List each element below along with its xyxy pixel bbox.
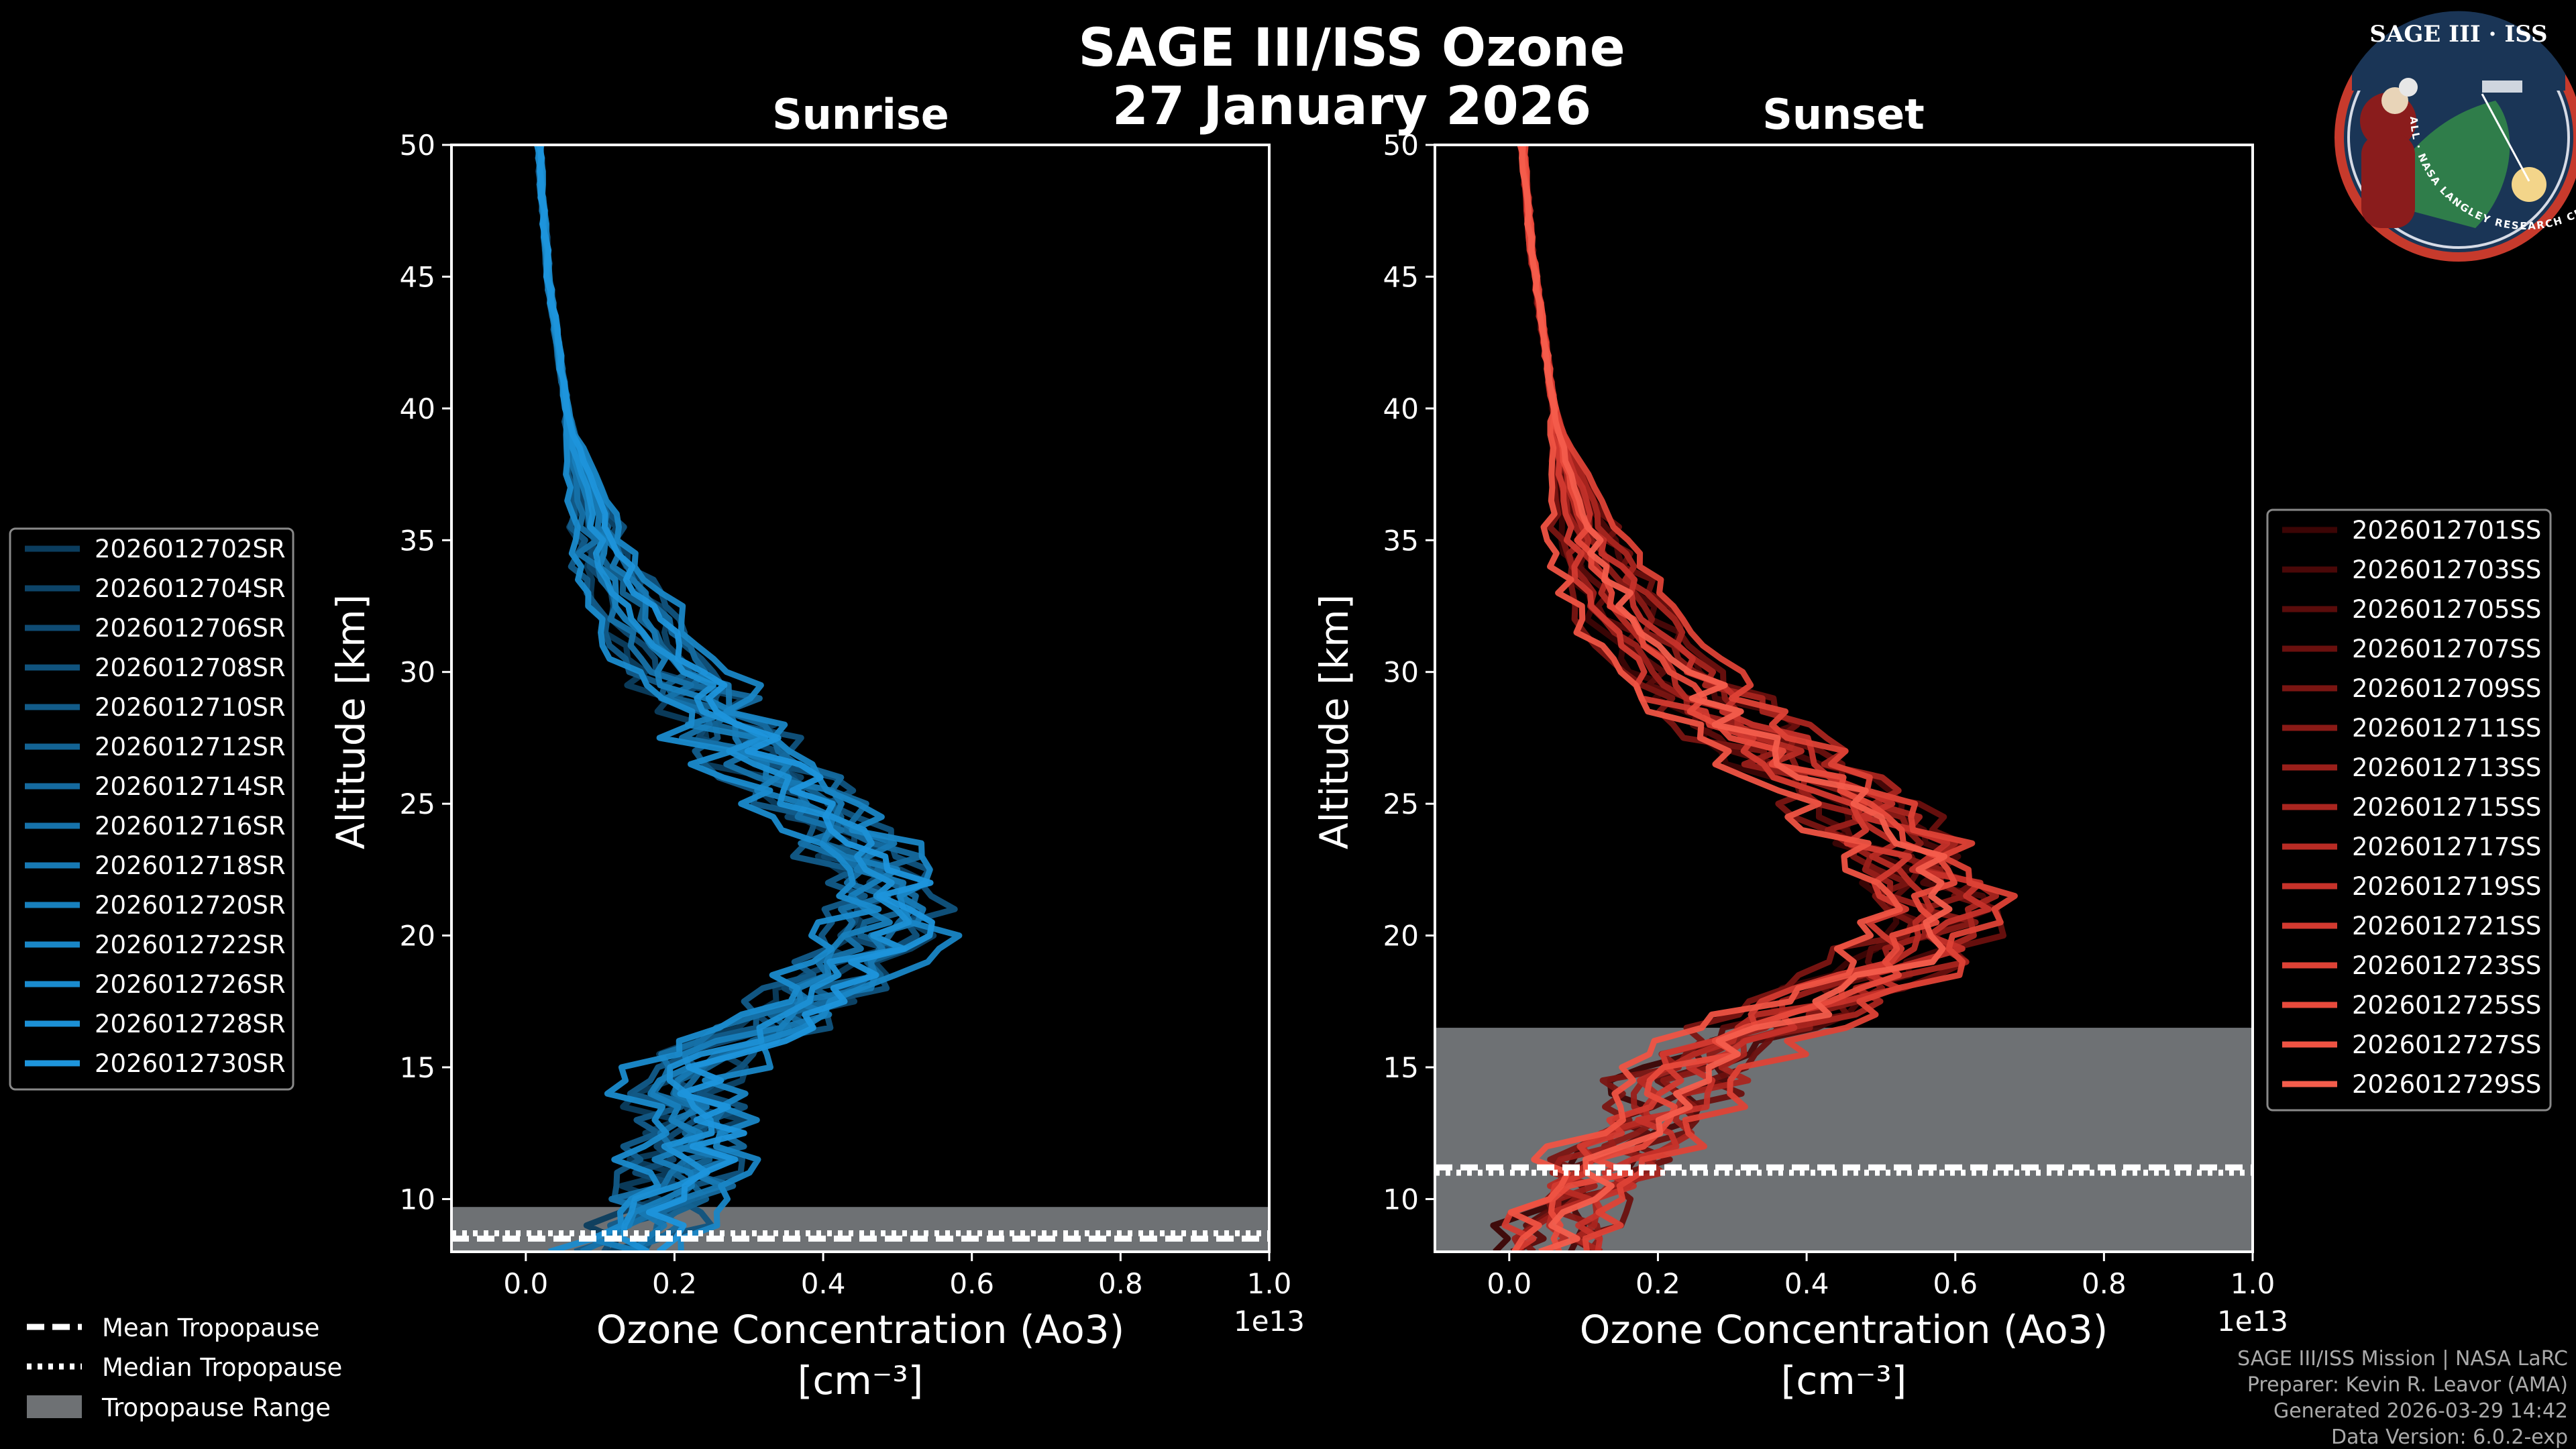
sunset-xtick-label: 0.8 <box>2082 1267 2127 1300</box>
sunrise-ytick-label: 10 <box>400 1183 435 1216</box>
sunset-legend-label: 2026012725SS <box>2352 991 2541 1020</box>
sunrise-ytick-label: 40 <box>400 392 435 425</box>
footer-line-4: Data Version: 6.0.2-exp <box>2331 1426 2568 1449</box>
footer: SAGE III/ISS Mission | NASA LaRC Prepare… <box>2237 1347 2568 1449</box>
sunset-legend-label: 2026012721SS <box>2352 912 2541 941</box>
sunrise-legend-label: 2026012704SR <box>95 574 286 603</box>
sunset-ytick-label: 30 <box>1383 656 1419 689</box>
footer-line-2: Preparer: Kevin R. Leavor (AMA) <box>2247 1373 2568 1397</box>
footer-line-1: SAGE III/ISS Mission | NASA LaRC <box>2237 1347 2568 1371</box>
sunset-legend-label: 2026012713SS <box>2352 753 2541 782</box>
sunset-legend-label: 2026012709SS <box>2352 674 2541 703</box>
sunset-legend-label: 2026012719SS <box>2352 872 2541 901</box>
sunset-legend-label: 2026012729SS <box>2352 1070 2541 1099</box>
sunrise-legend-label: 2026012710SR <box>95 693 286 722</box>
mean-tropopause-label: Mean Tropopause <box>102 1313 320 1342</box>
sunset-xtick-label: 0.0 <box>1487 1267 1532 1300</box>
sunset-legend-label: 2026012711SS <box>2352 714 2541 743</box>
sunset-x-scale-label: 1e13 <box>2217 1305 2288 1338</box>
sunset-x-axis-label: Ozone Concentration (Ao3) <box>1580 1307 2108 1352</box>
sunrise-y-axis-label: Altitude [km] <box>328 594 374 849</box>
sunset-legend-label: 2026012705SS <box>2352 595 2541 624</box>
sunrise-xtick-label: 0.0 <box>503 1267 548 1300</box>
sunrise-profile-2026012730SR <box>537 145 935 1252</box>
sunset-legend-label: 2026012703SS <box>2352 555 2541 584</box>
sunset-y-axis-label: Altitude [km] <box>1311 594 1357 849</box>
sunset-xtick-label: 1.0 <box>2231 1267 2275 1300</box>
tropopause-range-label: Tropopause Range <box>101 1393 331 1422</box>
sunset-xtick-label: 0.2 <box>1635 1267 1680 1300</box>
sunrise-legend-label: 2026012706SR <box>95 614 286 643</box>
logo-top-text: SAGE III · ISS <box>2369 21 2547 48</box>
sunset-ytick-label: 10 <box>1383 1183 1419 1216</box>
sunset-panel-title: Sunset <box>1762 90 1925 139</box>
sunrise-ytick-label: 25 <box>400 788 435 820</box>
sunset-ytick-label: 35 <box>1383 524 1419 557</box>
sunrise-legend-label: 2026012726SR <box>95 970 286 999</box>
sunset-ytick-label: 15 <box>1383 1051 1419 1084</box>
sunrise-ytick-label: 45 <box>400 260 435 293</box>
sunrise-legend-label: 2026012716SR <box>95 812 286 841</box>
sunrise-x-axis-unit: [cm⁻³] <box>798 1358 924 1403</box>
tropopause-legend: Mean Tropopause Median Tropopause Tropop… <box>27 1313 342 1422</box>
sunset-legend-label: 2026012701SS <box>2352 516 2541 545</box>
sunrise-xtick-label: 0.8 <box>1098 1267 1143 1300</box>
sunrise-legend-label: 2026012720SR <box>95 891 286 920</box>
sunrise-legend-label: 2026012722SR <box>95 930 286 959</box>
sunrise-legend-label: 2026012730SR <box>95 1049 286 1078</box>
sunrise-legend-label: 2026012718SR <box>95 851 286 880</box>
sunrise-ytick-label: 50 <box>400 129 435 162</box>
sunrise-legend-label: 2026012708SR <box>95 653 286 682</box>
sunrise-legend-label: 2026012728SR <box>95 1010 286 1038</box>
sunset-chart: 0.0 0.2 0.4 0.6 0.8 1.0 10 15 20 25 30 35 40 45 50 1e13… <box>1311 129 2288 1403</box>
sunrise-legend: 2026012702SR 2026012704SR 2026012706SR 2026… <box>9 527 294 1091</box>
sunrise-chart: 0.0 0.2 0.4 0.6 0.8 1.0 10 15 20 25 30 35 40 45 50 1e13… <box>328 129 1305 1403</box>
sunset-legend-label: 2026012717SS <box>2352 833 2541 861</box>
sunrise-x-scale-label: 1e13 <box>1234 1305 1305 1338</box>
sunrise-x-axis-label: Ozone Concentration (Ao3) <box>596 1307 1125 1352</box>
footer-line-3: Generated 2026-03-29 14:42 <box>2273 1399 2568 1423</box>
sunset-ytick-label: 25 <box>1383 788 1419 820</box>
figure-title-line2: 27 January 2026 <box>1112 76 1592 137</box>
sunrise-xtick-label: 0.4 <box>801 1267 846 1300</box>
sunset-legend-label: 2026012707SS <box>2352 635 2541 663</box>
sunset-legend-label: 2026012723SS <box>2352 951 2541 980</box>
sunrise-legend-label: 2026012702SR <box>95 535 286 564</box>
sunset-ytick-label: 40 <box>1383 392 1419 425</box>
sunset-profile-2026012729SS <box>1519 145 1953 1252</box>
sunrise-plot-frame <box>450 144 1271 1253</box>
sunset-legend-label: 2026012715SS <box>2352 793 2541 822</box>
sunset-x-axis-unit: [cm⁻³] <box>1781 1358 1907 1403</box>
sunrise-xtick-label: 0.2 <box>652 1267 697 1300</box>
sunset-ytick-label: 45 <box>1383 260 1419 293</box>
sunset-ytick-label: 50 <box>1383 129 1419 162</box>
sunrise-ytick-label: 35 <box>400 524 435 557</box>
tropopause-range-swatch <box>27 1395 82 1418</box>
sunrise-xtick-label: 0.6 <box>949 1267 994 1300</box>
sunrise-legend-label: 2026012712SR <box>95 733 286 761</box>
sunrise-ytick-label: 30 <box>400 656 435 689</box>
sunrise-legend-label: 2026012714SR <box>95 772 286 801</box>
sunrise-xtick-label: 1.0 <box>1247 1267 1292 1300</box>
sunset-xtick-label: 0.6 <box>1933 1267 1978 1300</box>
sunset-plot-frame <box>1434 144 2254 1253</box>
sunrise-panel-title: Sunrise <box>772 90 949 139</box>
sunset-legend: 2026012701SS 2026012703SS 2026012705SS 2026… <box>2266 508 2552 1112</box>
sunset-ytick-label: 20 <box>1383 920 1419 953</box>
median-tropopause-label: Median Tropopause <box>102 1353 342 1382</box>
sunrise-ytick-label: 20 <box>400 920 435 953</box>
sunrise-ytick-label: 15 <box>400 1051 435 1084</box>
sunset-legend-label: 2026012727SS <box>2352 1030 2541 1059</box>
figure-title-line1: SAGE III/ISS Ozone <box>1078 18 1625 78</box>
sunset-xtick-label: 0.4 <box>1784 1267 1829 1300</box>
